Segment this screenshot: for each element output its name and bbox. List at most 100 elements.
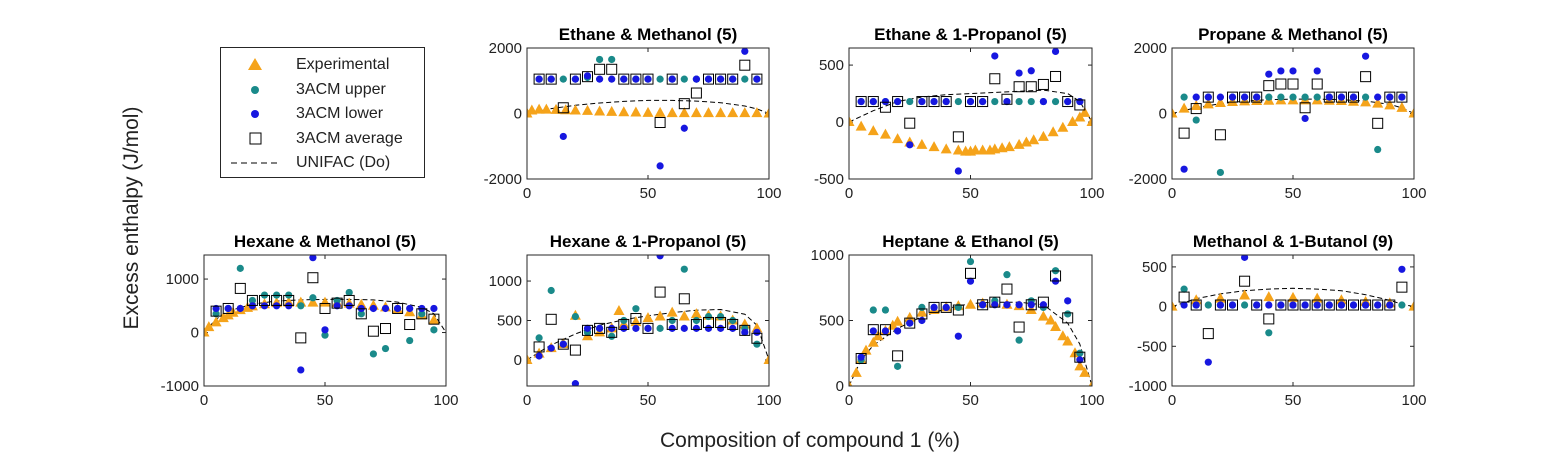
average-point [1263,313,1275,325]
lower-point [704,324,713,332]
average-point [1251,91,1263,103]
experimental-point [1408,300,1414,311]
lower-point [717,75,725,83]
lower-point [1386,301,1394,309]
experimental-point [849,380,853,386]
average-point [1001,283,1013,295]
lower-point [535,352,543,360]
experimental-point [569,104,581,115]
lower-point [1398,265,1406,273]
x-tick-label: 100 [1079,392,1104,409]
upper-point [1204,301,1212,309]
legend-label-lower: 3ACM lower [296,105,384,122]
average-point [751,73,763,85]
average-point [1275,78,1287,90]
legend-item-average: 3ACM average [221,127,424,151]
lower-point [1241,255,1249,261]
upper-point [1374,145,1382,154]
x-tick-label: 50 [317,392,334,409]
experimental-point [855,120,867,131]
experimental-point [1214,292,1226,303]
experimental-point [1239,289,1251,300]
experimental-point [892,133,904,144]
experimental-point [850,366,862,377]
upper-point [717,312,725,321]
experimental-point [678,107,690,118]
axes-box [848,254,1093,387]
average-point [1396,91,1408,103]
experimental-point [533,103,545,114]
upper-point [297,302,305,310]
lower-point [333,302,341,310]
x-axis-label: Composition of compound 1 (%) [660,429,960,452]
lower-point [857,97,865,106]
x-tick-label: 0 [523,185,531,202]
average-point [678,293,690,305]
lower-point [729,324,737,332]
y-tick-label: 0 [1159,299,1167,316]
lower-point [930,97,938,106]
lower-point [857,353,865,361]
experimental-point [1045,314,1057,325]
average-point [1287,299,1299,311]
average-point [940,301,952,313]
lower-point [547,344,555,352]
experimental-point [727,107,739,118]
lower-point [632,324,640,332]
average-point [715,316,727,328]
upper-point [704,312,713,321]
average-point [1372,117,1384,129]
average-point [271,294,283,306]
lower-point [1374,93,1382,101]
experimental-point [654,310,666,321]
subplot-title: Heptane & Ethanol (5) [882,232,1059,251]
x-tick-label: 50 [640,392,657,409]
average-point [1299,299,1311,311]
y-tick-label: -1000 [161,378,199,395]
experimental-point [763,353,769,364]
x-tick-label: 100 [433,392,458,409]
upper-point [357,310,365,318]
upper-point [753,340,761,348]
average-point [1178,291,1190,303]
experimental-point [969,144,981,155]
axes-box [848,47,1093,180]
lower-point [406,304,414,313]
lower-point [1301,301,1309,309]
axes-box [526,47,770,180]
upper-point [918,303,926,311]
lower-point [1003,301,1011,309]
y-tick-label: 0 [1159,106,1167,123]
average-point [1251,299,1263,311]
x-tick-label: 0 [1168,392,1176,409]
x-tick-label: 100 [756,392,781,409]
experimental-point [1057,330,1069,341]
experimental-point [867,125,879,136]
lower-point [966,97,975,106]
average-point [606,63,618,75]
lower-point [1076,356,1084,364]
average-point [343,294,355,306]
average-point [210,305,222,317]
upper-point [369,350,377,358]
lower-point [1192,301,1200,309]
experimental-point [739,318,751,329]
average-point [533,73,545,85]
upper-point [1362,93,1370,101]
experimental-point [1172,300,1178,311]
lower-point [680,324,688,332]
experimental-point [739,107,751,118]
legend-label-average: 3ACM average [296,130,403,147]
plot-area [204,255,446,374]
experimental-point [594,105,606,116]
blue-dot-marker-icon [251,110,259,118]
legend-square [249,132,262,145]
lower-point [918,316,926,325]
lower-point [559,132,567,141]
experimental-point [977,144,989,155]
lower-point [1027,301,1035,309]
experimental-point [1086,116,1092,127]
average-point [1074,99,1086,111]
average-point [654,117,666,129]
lower-point [1216,301,1224,309]
